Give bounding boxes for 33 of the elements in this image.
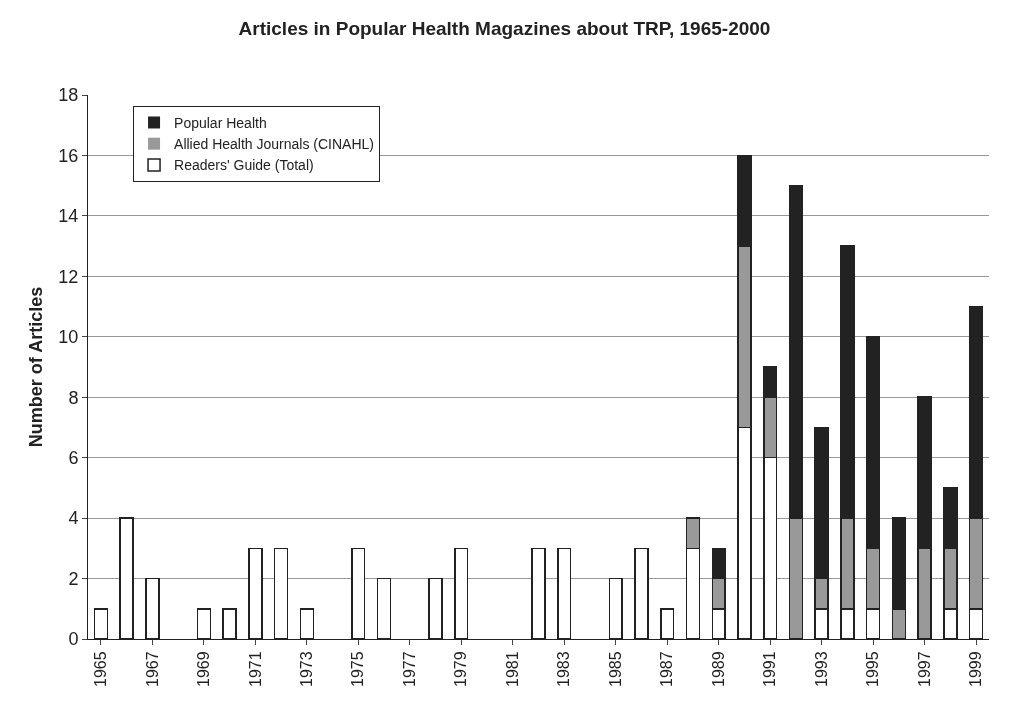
y-tick-label: 10 <box>58 327 79 348</box>
x-tick-label: 1997 <box>915 651 933 687</box>
x-tick-label: 1983 <box>555 651 573 687</box>
x-tick-label: 1967 <box>143 651 161 687</box>
x-tick-label: 1995 <box>864 651 882 687</box>
x-tick-label: 1985 <box>606 651 624 687</box>
x-tick-label: 1971 <box>246 651 264 687</box>
legend-label: Readers' Guide (Total) <box>174 157 314 174</box>
x-tick-label: 1979 <box>452 651 470 687</box>
y-tick-label: 0 <box>68 629 79 650</box>
x-tick-label: 1969 <box>195 651 213 687</box>
y-tick-label: 6 <box>68 447 79 468</box>
x-tick-label: 1977 <box>400 651 418 687</box>
x-tick-label: 1991 <box>761 651 779 687</box>
y-axis-title: Number of Articles <box>26 286 46 448</box>
x-tick-label: 1975 <box>349 651 367 687</box>
chart-title: Articles in Popular Health Magazines about TRP, 1965-2000 <box>238 17 771 39</box>
x-tick-label: 1989 <box>709 651 727 687</box>
y-tick-label: 18 <box>58 85 79 106</box>
x-tick-label: 1993 <box>812 651 830 687</box>
x-tick-label: 1987 <box>658 651 676 687</box>
x-tick-label: 1999 <box>967 651 985 687</box>
y-tick-label: 8 <box>68 387 79 408</box>
x-tick-label: 1965 <box>92 651 110 687</box>
y-tick-label: 16 <box>58 145 79 166</box>
y-tick-label: 12 <box>58 266 79 287</box>
y-tick-label: 2 <box>68 568 79 589</box>
x-tick-label: 1973 <box>298 651 316 687</box>
x-tick-label: 1981 <box>503 651 521 687</box>
y-tick-label: 14 <box>58 206 79 227</box>
legend-label: Allied Health Journals (CINAHL) <box>174 136 375 153</box>
y-tick-label: 4 <box>68 508 79 529</box>
legend-label: Popular Health <box>174 114 267 131</box>
